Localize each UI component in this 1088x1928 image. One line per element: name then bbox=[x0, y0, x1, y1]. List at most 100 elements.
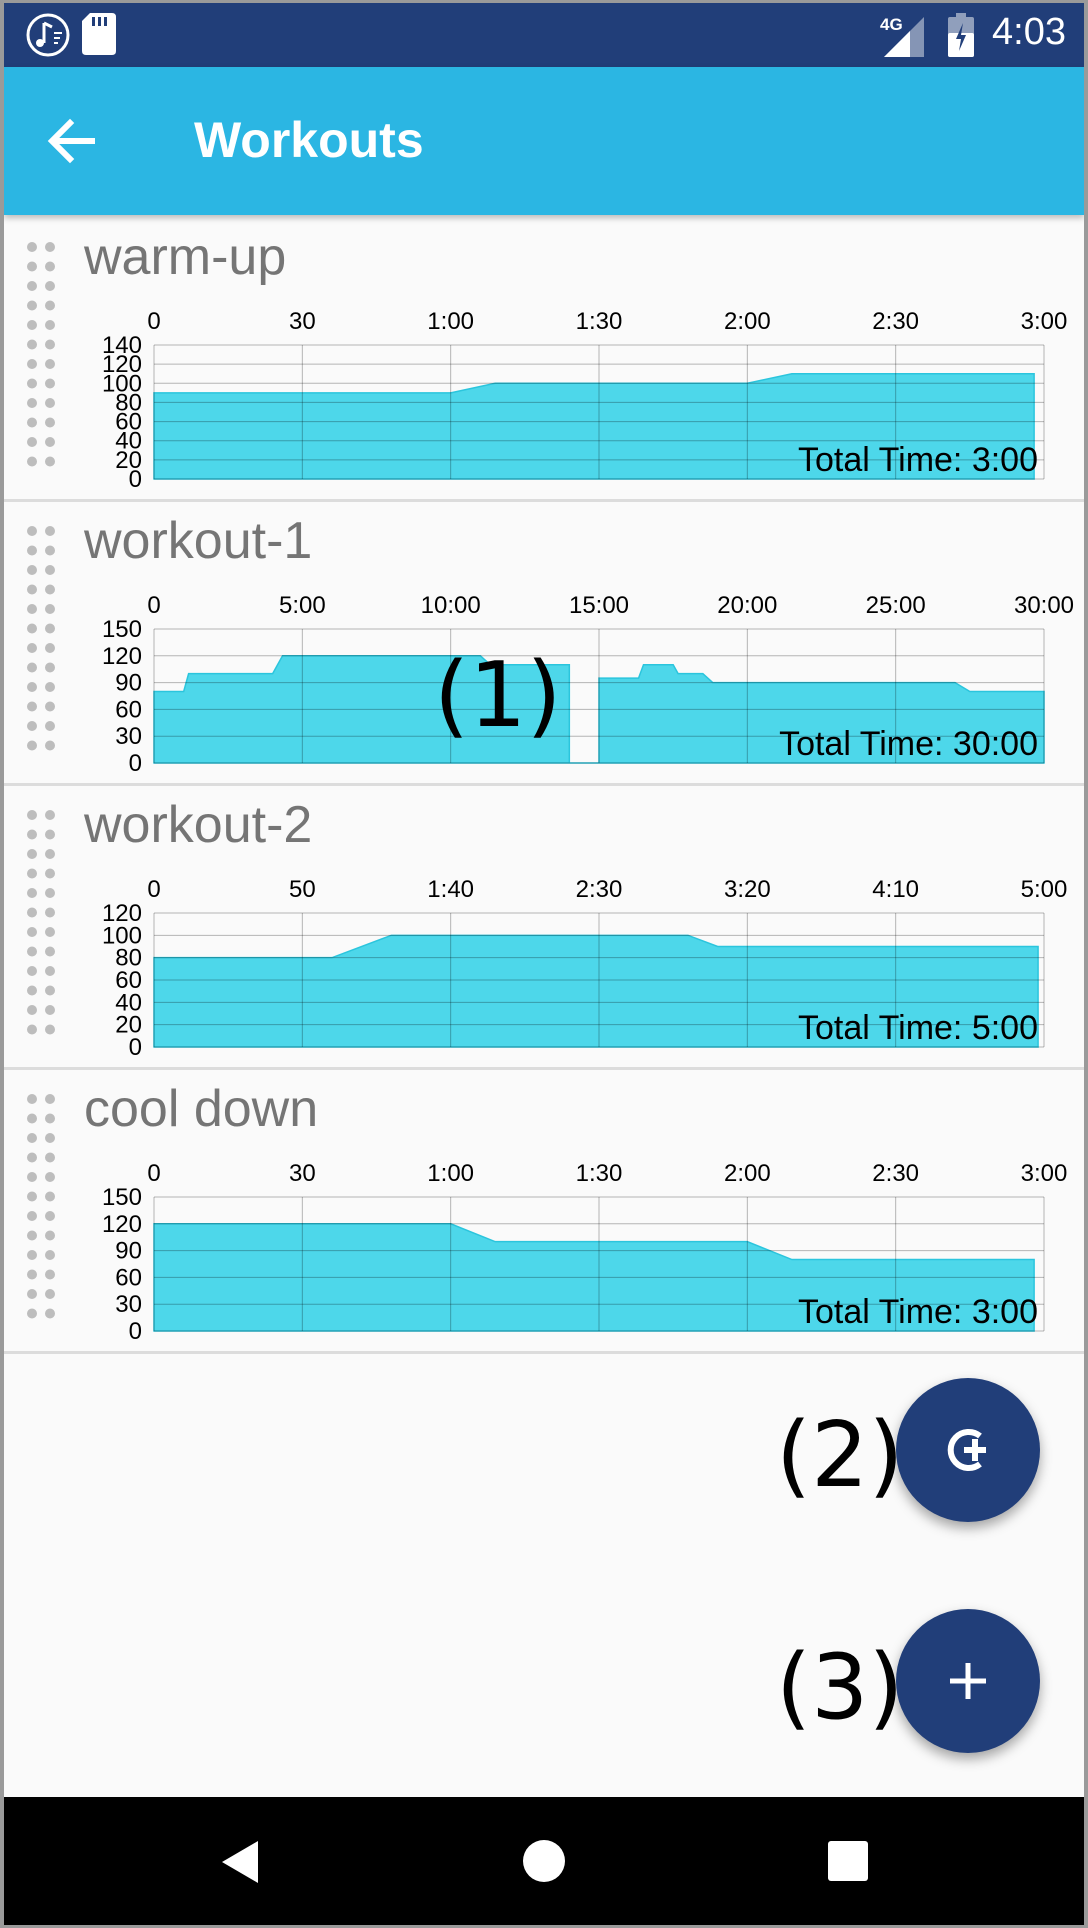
arrow-left-icon bbox=[47, 118, 95, 164]
drag-handle-icon[interactable] bbox=[24, 1093, 64, 1333]
workout-area-series bbox=[153, 1223, 1035, 1332]
x-tick-label: 25:00 bbox=[866, 592, 926, 619]
total-time-label: Total Time: 3:00 bbox=[798, 441, 1038, 479]
workout-card[interactable]: workout-1 0 30 60 90 120 150 0 5:00 10:00 15:00 20:… bbox=[4, 501, 1084, 786]
nav-back-icon[interactable] bbox=[218, 1839, 262, 1885]
workout-name: warm-up bbox=[84, 228, 287, 286]
x-tick-label: 5:00 bbox=[279, 592, 326, 619]
x-tick-label: 30 bbox=[289, 308, 316, 335]
workout-name: workout-2 bbox=[84, 796, 313, 854]
add-new-workout-button[interactable] bbox=[896, 1609, 1040, 1753]
x-tick-label: 50 bbox=[289, 876, 316, 903]
x-tick-label: 3:00 bbox=[1021, 308, 1068, 335]
y-tick-label: 100 bbox=[102, 370, 142, 397]
nav-home-icon[interactable] bbox=[522, 1839, 566, 1883]
y-tick-label: 30 bbox=[115, 1291, 142, 1318]
y-tick-label: 150 bbox=[102, 616, 142, 643]
y-tick-label: 120 bbox=[102, 351, 142, 378]
total-time-label: Total Time: 5:00 bbox=[798, 1009, 1038, 1047]
y-tick-label: 0 bbox=[129, 466, 142, 493]
drag-handle-icon[interactable] bbox=[24, 241, 64, 481]
workout-area-series bbox=[153, 372, 1035, 480]
y-tick-label: 120 bbox=[102, 900, 142, 927]
workout-card[interactable]: workout-2 0 20 40 60 80 100 120 0 50 1:40 2:30 3:20 4… bbox=[4, 785, 1084, 1070]
circle-plus-icon bbox=[947, 1429, 986, 1471]
y-tick-label: 20 bbox=[115, 1012, 142, 1039]
workout-card[interactable]: warm-up 0 20 40 60 80 100 120 140 0 30 1:00 1:30 2:00… bbox=[4, 217, 1084, 502]
app-screen: 4G 4:03 Workouts warm-up 0 20 40 60 80 100 120 1… bbox=[4, 3, 1084, 1925]
x-tick-label: 0 bbox=[147, 308, 160, 335]
x-tick-label: 4:10 bbox=[872, 876, 919, 903]
x-tick-label: 2:30 bbox=[872, 308, 919, 335]
y-tick-label: 0 bbox=[129, 1034, 142, 1061]
signal-icon bbox=[884, 17, 924, 57]
workout-area-series bbox=[153, 934, 1039, 1048]
y-tick-label: 80 bbox=[115, 389, 142, 416]
x-tick-label: 10:00 bbox=[421, 592, 481, 619]
x-tick-label: 1:00 bbox=[427, 1160, 474, 1187]
y-tick-label: 40 bbox=[115, 989, 142, 1016]
x-tick-label: 15:00 bbox=[569, 592, 629, 619]
y-tick-label: 60 bbox=[115, 409, 142, 436]
y-tick-label: 140 bbox=[102, 332, 142, 359]
workout-name: workout-1 bbox=[84, 512, 313, 570]
x-tick-label: 2:30 bbox=[576, 876, 623, 903]
x-tick-label: 2:00 bbox=[724, 308, 771, 335]
workout-name: cool down bbox=[84, 1080, 319, 1138]
y-tick-label: 0 bbox=[129, 1318, 142, 1345]
x-tick-label: 1:00 bbox=[427, 308, 474, 335]
y-tick-label: 150 bbox=[102, 1184, 142, 1211]
drag-handle-icon[interactable] bbox=[24, 525, 64, 765]
x-tick-label: 0 bbox=[147, 592, 160, 619]
battery-charging-icon bbox=[948, 13, 974, 57]
y-tick-label: 20 bbox=[115, 447, 142, 474]
x-tick-label: 20:00 bbox=[717, 592, 777, 619]
x-tick-label: 0 bbox=[147, 1160, 160, 1187]
music-sync-icon bbox=[26, 13, 70, 57]
y-tick-label: 30 bbox=[115, 723, 142, 750]
y-tick-label: 120 bbox=[102, 643, 142, 670]
x-tick-label: 0 bbox=[147, 876, 160, 903]
network-type: 4G bbox=[880, 15, 903, 34]
status-bar: 4G 4:03 bbox=[4, 3, 1084, 67]
page-title: Workouts bbox=[194, 112, 424, 168]
back-button[interactable] bbox=[44, 111, 114, 171]
y-tick-label: 40 bbox=[115, 428, 142, 455]
x-tick-label: 3:20 bbox=[724, 876, 771, 903]
total-time-label: Total Time: 30:00 bbox=[779, 725, 1038, 763]
add-existing-workout-button[interactable] bbox=[896, 1378, 1040, 1522]
status-clock: 4:03 bbox=[992, 11, 1066, 53]
drag-handle-icon[interactable] bbox=[24, 809, 64, 1049]
y-tick-label: 60 bbox=[115, 1264, 142, 1291]
y-tick-label: 120 bbox=[102, 1211, 142, 1238]
x-tick-label: 2:00 bbox=[724, 1160, 771, 1187]
x-tick-label: 30 bbox=[289, 1160, 316, 1187]
plus-icon bbox=[950, 1663, 986, 1699]
y-tick-label: 80 bbox=[115, 945, 142, 972]
y-tick-label: 60 bbox=[115, 967, 142, 994]
navigation-bar bbox=[4, 1797, 1084, 1925]
total-time-label: Total Time: 3:00 bbox=[798, 1293, 1038, 1331]
sd-card-icon bbox=[82, 13, 116, 55]
callout-3: (3) bbox=[776, 1635, 904, 1740]
app-bar: Workouts bbox=[4, 67, 1084, 215]
y-tick-label: 90 bbox=[115, 1238, 142, 1265]
x-tick-label: 3:00 bbox=[1021, 1160, 1068, 1187]
x-tick-label: 2:30 bbox=[872, 1160, 919, 1187]
callout-2: (2) bbox=[776, 1403, 904, 1508]
callout-1: (1) bbox=[434, 643, 562, 748]
x-tick-label: 30:00 bbox=[1014, 592, 1074, 619]
y-tick-label: 0 bbox=[129, 750, 142, 777]
workout-card[interactable]: cool down 0 30 60 90 120 150 0 30 1:00 1:30 2:00 2:3… bbox=[4, 1069, 1084, 1354]
y-tick-label: 60 bbox=[115, 696, 142, 723]
y-tick-label: 100 bbox=[102, 922, 142, 949]
y-tick-label: 90 bbox=[115, 670, 142, 697]
x-tick-label: 5:00 bbox=[1021, 876, 1068, 903]
workout-area-series bbox=[153, 655, 1045, 764]
nav-recents-icon[interactable] bbox=[828, 1841, 868, 1881]
x-tick-label: 1:30 bbox=[576, 1160, 623, 1187]
